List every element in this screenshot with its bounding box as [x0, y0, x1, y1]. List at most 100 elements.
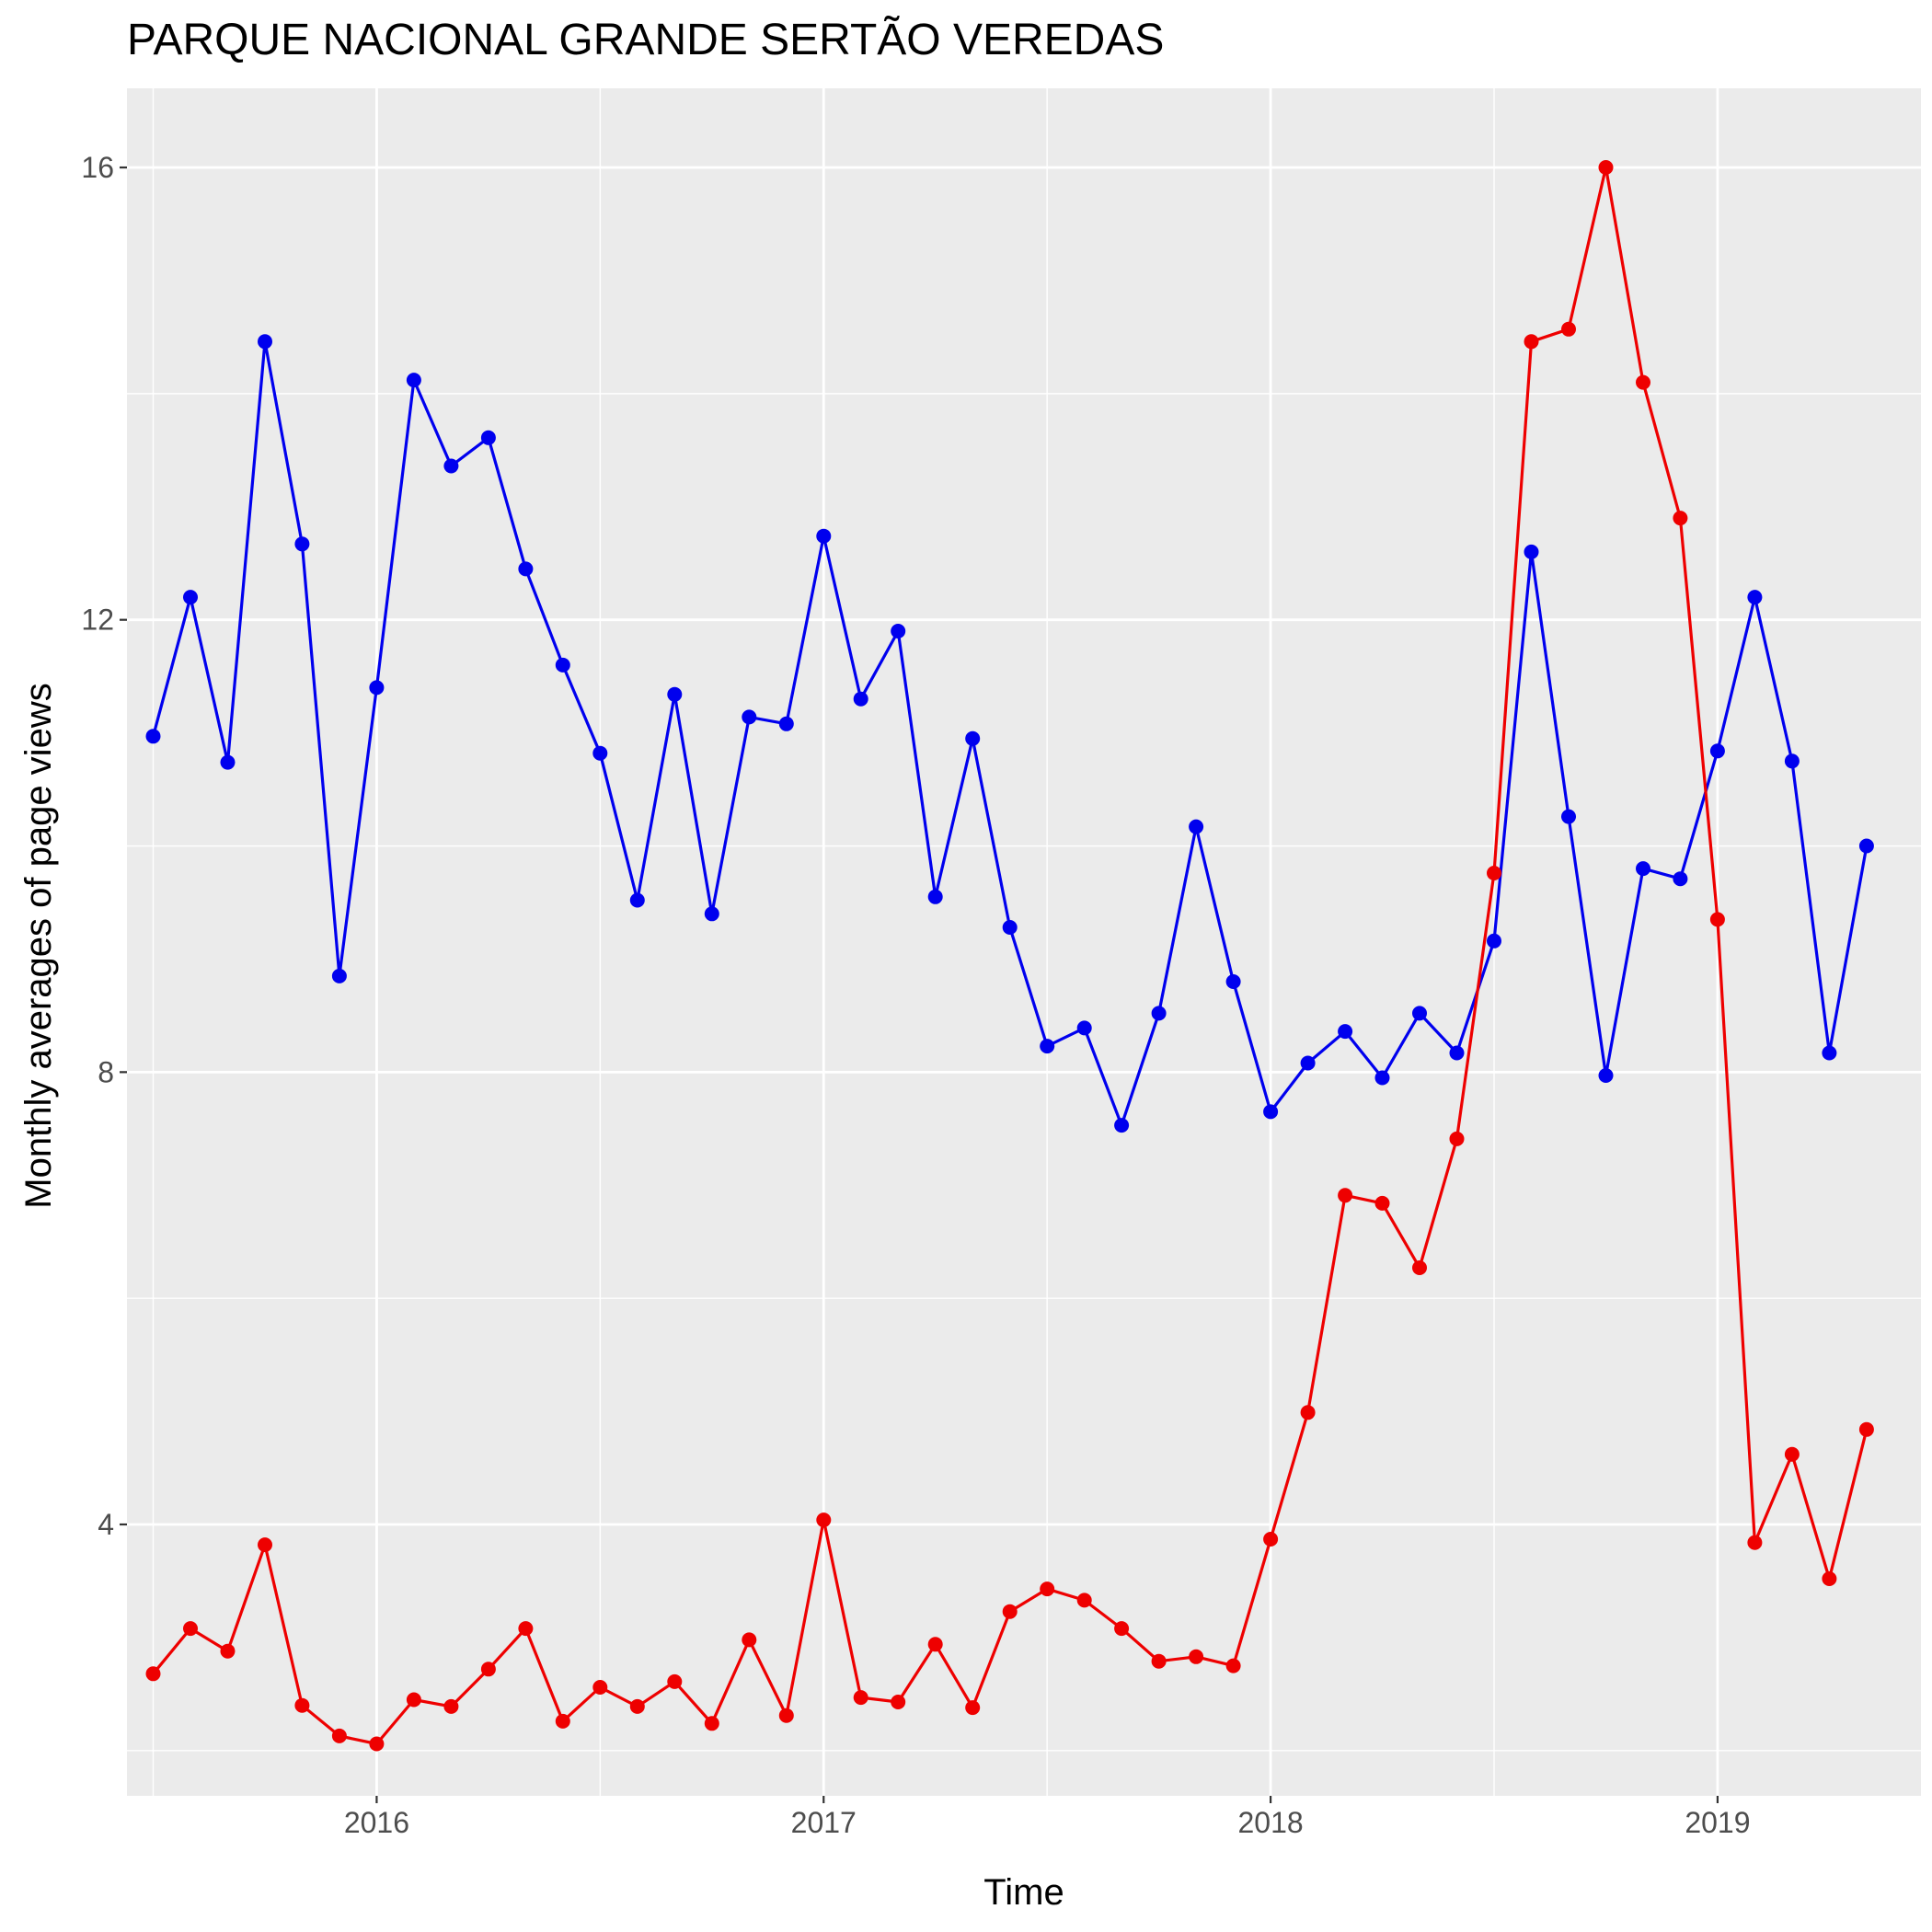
data-point	[1487, 866, 1501, 880]
data-point	[927, 1637, 943, 1652]
data-point	[1338, 1188, 1353, 1203]
series-layer	[145, 160, 1874, 1752]
data-point	[704, 1716, 719, 1731]
data-point	[629, 892, 645, 908]
data-point	[965, 1700, 981, 1716]
data-point	[1189, 819, 1204, 834]
data-point	[331, 1728, 347, 1743]
data-point	[629, 1698, 645, 1714]
data-point	[1449, 1045, 1465, 1061]
x-tick-label: 2017	[791, 1806, 857, 1839]
data-point	[369, 1736, 385, 1752]
y-tick-label: 16	[81, 151, 114, 184]
data-point	[1673, 871, 1688, 887]
data-point	[1225, 974, 1241, 989]
data-point	[518, 561, 534, 577]
data-point	[1114, 1118, 1130, 1133]
data-point	[1002, 920, 1018, 935]
data-point	[1338, 1024, 1353, 1040]
data-point	[1189, 1649, 1204, 1664]
data-point	[1412, 1260, 1427, 1275]
data-point	[891, 1695, 906, 1709]
data-point	[145, 729, 161, 744]
data-point	[1225, 1658, 1241, 1673]
data-point	[220, 754, 236, 770]
data-point	[1374, 1195, 1390, 1211]
data-point	[294, 536, 310, 552]
data-point	[1822, 1571, 1837, 1586]
data-point	[1784, 753, 1800, 769]
series-2	[145, 160, 1874, 1752]
data-point	[443, 458, 459, 474]
x-tick-label: 2019	[1685, 1806, 1750, 1839]
data-point	[480, 430, 496, 445]
plot-panel	[127, 88, 1921, 1796]
data-point	[443, 1698, 459, 1714]
data-point	[1636, 861, 1650, 877]
data-point	[1858, 838, 1874, 854]
data-point	[555, 657, 570, 673]
data-point	[406, 373, 421, 388]
data-point	[742, 709, 757, 725]
data-point	[667, 1673, 683, 1689]
data-point	[1524, 334, 1539, 350]
data-point	[1822, 1045, 1837, 1061]
data-point	[1374, 1070, 1390, 1086]
data-point	[1747, 590, 1763, 605]
data-point	[592, 1680, 608, 1695]
data-point	[480, 1662, 496, 1677]
y-axis: 4 8 12 16	[81, 151, 127, 1541]
y-tick-label: 8	[98, 1055, 114, 1088]
data-point	[183, 590, 198, 605]
data-point	[1524, 544, 1539, 559]
data-point	[1300, 1405, 1316, 1420]
data-point	[1487, 933, 1501, 949]
data-point	[1151, 1006, 1167, 1021]
data-point	[1449, 1131, 1465, 1146]
data-point	[1784, 1446, 1800, 1462]
data-point	[1561, 809, 1576, 824]
data-point	[816, 1512, 832, 1528]
data-point	[258, 334, 272, 350]
data-point	[1561, 321, 1576, 337]
data-point	[853, 691, 868, 707]
chart-title: PARQUE NACIONAL GRANDE SERTÃO VEREDAS	[127, 15, 1164, 64]
data-point	[406, 1692, 421, 1708]
data-point	[853, 1690, 868, 1706]
data-point	[1151, 1653, 1167, 1669]
x-tick-label: 2016	[344, 1806, 409, 1839]
data-point	[1040, 1581, 1055, 1597]
data-point	[145, 1666, 161, 1682]
data-point	[742, 1632, 757, 1648]
data-point	[1709, 912, 1725, 927]
data-point	[778, 1708, 794, 1723]
grid-minor	[127, 88, 1921, 1796]
y-axis-title: Monthly averages of page views	[18, 683, 59, 1208]
data-point	[1673, 511, 1688, 526]
data-point	[1412, 1006, 1427, 1021]
data-point	[965, 730, 981, 746]
data-point	[1598, 1068, 1614, 1083]
data-point	[1858, 1421, 1874, 1437]
data-point	[891, 624, 906, 638]
data-point	[927, 889, 943, 904]
data-point	[518, 1621, 534, 1637]
data-point	[294, 1697, 310, 1713]
data-point	[704, 906, 719, 922]
data-point	[258, 1537, 272, 1553]
data-point	[555, 1713, 570, 1729]
data-point	[1709, 743, 1725, 759]
data-point	[183, 1621, 198, 1637]
y-tick-label: 12	[81, 604, 114, 637]
x-axis-title: Time	[983, 1872, 1064, 1913]
data-point	[592, 745, 608, 761]
y-tick-label: 4	[98, 1508, 114, 1541]
data-point	[1040, 1039, 1055, 1054]
data-point	[1263, 1104, 1279, 1120]
data-point	[1636, 374, 1650, 390]
data-point	[1114, 1621, 1130, 1637]
data-point	[1076, 1593, 1092, 1608]
data-point	[1076, 1020, 1092, 1036]
data-point	[816, 528, 832, 544]
